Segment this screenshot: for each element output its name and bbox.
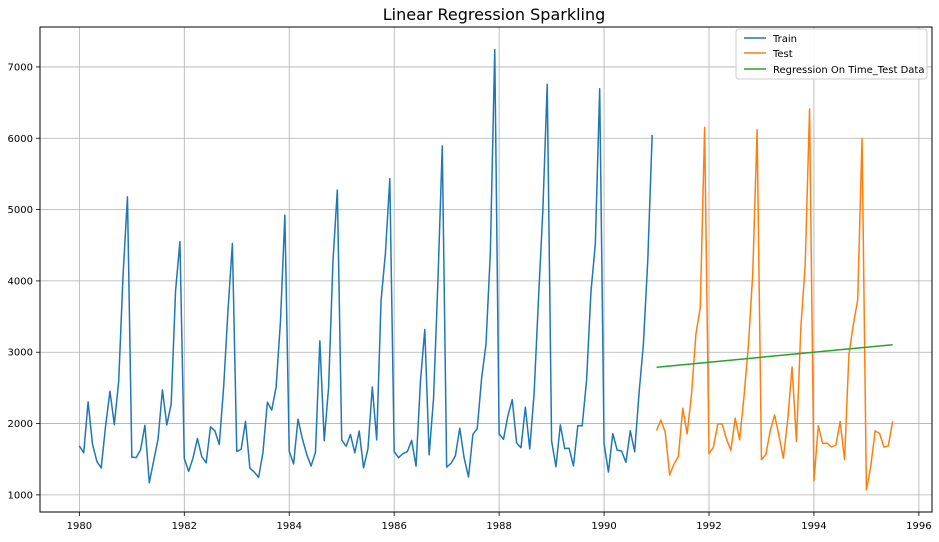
x-tick-label: 1986 [381, 521, 406, 532]
plot-frame [39, 26, 933, 513]
x-tick-label: 1990 [591, 521, 616, 532]
legend-label-train: Train [772, 34, 797, 45]
y-tick-label: 2000 [8, 419, 33, 430]
x-tick-label: 1980 [67, 521, 92, 532]
x-tick-label: 1988 [486, 521, 511, 532]
grid [40, 27, 932, 512]
y-axis: 1000 2000 3000 4000 5000 6000 7000 [8, 62, 40, 501]
chart-title: Linear Regression Sparkling [383, 5, 606, 24]
legend-box [735, 28, 928, 80]
series-line-train [78, 48, 653, 484]
series-line-test [655, 108, 894, 491]
legend-label-test: Test [772, 49, 793, 60]
x-tick-label: 1982 [172, 521, 197, 532]
y-tick-label: 7000 [8, 62, 33, 73]
series-line-regression-on-time-test-data [656, 344, 893, 368]
x-tick-label: 1992 [696, 521, 721, 532]
y-tick-label: 4000 [8, 276, 33, 287]
x-tick-label: 1994 [801, 521, 826, 532]
legend-label-regression: Regression On Time_Test Data [773, 65, 924, 76]
y-tick-label: 1000 [8, 490, 33, 501]
y-tick-label: 3000 [8, 348, 33, 359]
y-tick-label: 6000 [8, 134, 33, 145]
x-axis: 1980 1982 1984 1986 1988 1990 1992 1994 1996 [67, 512, 932, 532]
x-tick-label: 1996 [906, 521, 931, 532]
x-tick-label: 1984 [277, 521, 302, 532]
y-tick-label: 5000 [8, 205, 33, 216]
series-layer [78, 48, 894, 491]
legend: Train Test Regression On Time_Test Data [735, 28, 928, 80]
